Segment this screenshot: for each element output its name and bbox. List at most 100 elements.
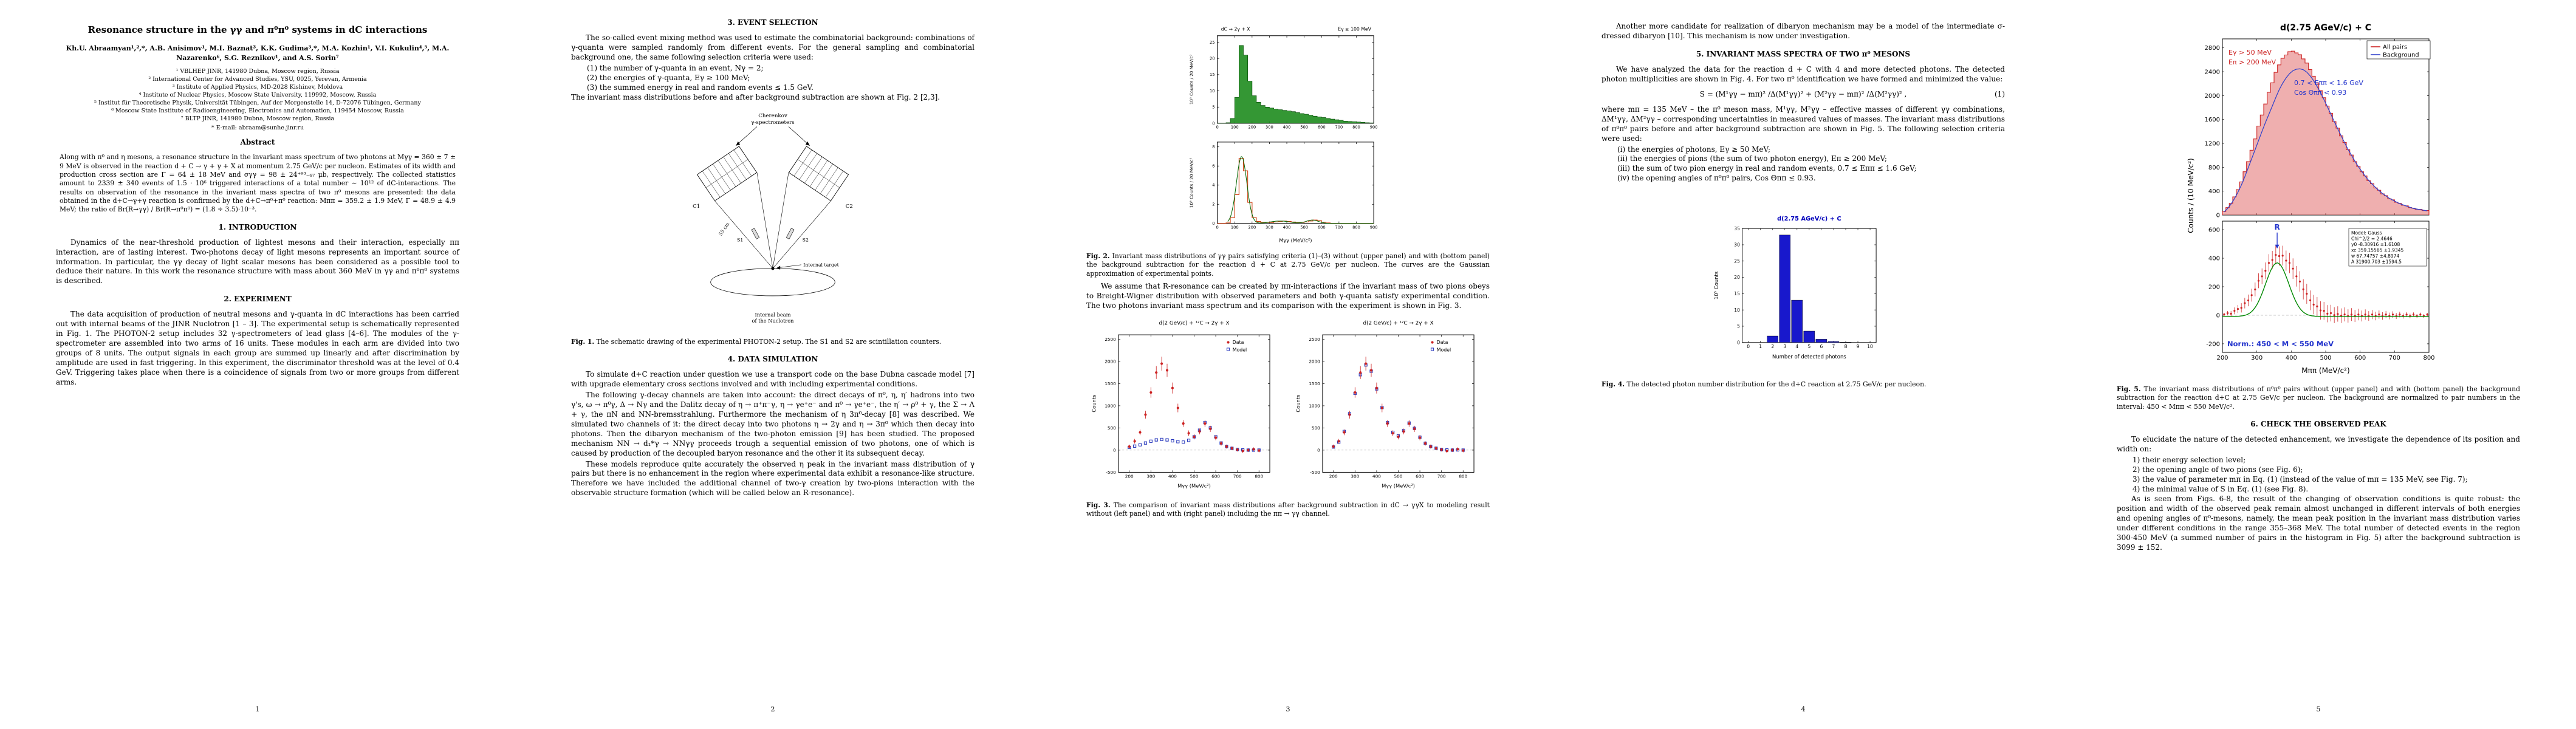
figure-4-label: Fig. 4. [1601, 380, 1625, 389]
svg-text:300: 300 [1266, 125, 1273, 130]
figure-3-right-chart: 200 300 400 500 600 700 800 -500 0 500 1000 1500 200… [1295, 320, 1475, 488]
affiliation-line: ³ Institute of Applied Physics, MD-2028 … [172, 84, 343, 91]
email-line: * E-mail: abraam@sunhe.jinr.ru [211, 124, 304, 131]
svg-text:Model: Gauss: Model: Gauss [2351, 230, 2382, 236]
svg-text:R: R [2274, 223, 2280, 231]
figure-3-label: Fig. 3. [1086, 501, 1111, 509]
page-1: Resonance structure in the γγ and π⁰π⁰ s… [0, 0, 515, 729]
svg-text:100: 100 [1231, 125, 1239, 130]
svg-text:500: 500 [1108, 425, 1116, 431]
selection-criterion: (2) the energies of γ-quanta, Eγ ≥ 100 M… [587, 73, 750, 82]
svg-text:10³ Counts / 20 MeV/c²: 10³ Counts / 20 MeV/c² [1188, 54, 1194, 104]
svg-text:1600: 1600 [2205, 117, 2220, 123]
svg-text:900: 900 [1370, 125, 1378, 130]
svg-text:600: 600 [2354, 355, 2366, 361]
svg-text:500: 500 [2320, 355, 2331, 361]
s2-counter [786, 227, 795, 239]
figure-3-caption: Fig. 3. The comparison of invariant mass… [1086, 501, 1490, 519]
svg-text:1500: 1500 [1105, 381, 1116, 386]
svg-text:d(2.75 AGeV/c) + C: d(2.75 AGeV/c) + C [1777, 216, 1841, 222]
page-number: 2 [770, 705, 775, 714]
figure-4-caption: Fig. 4. The detected photon number distr… [1601, 380, 2005, 389]
acceptance-line [772, 172, 789, 269]
svg-text:400: 400 [2208, 256, 2220, 262]
svg-text:Counts / (10 MeV/c²): Counts / (10 MeV/c²) [2187, 158, 2195, 233]
svg-text:d(2 GeV/c) + ¹²C → 2γ + X: d(2 GeV/c) + ¹²C → 2γ + X [1363, 320, 1433, 326]
svg-text:-500: -500 [1310, 470, 1320, 475]
equation-number: (1) [1995, 89, 2005, 98]
left-detector-arm [696, 145, 758, 201]
svg-text:Model: Model [1437, 347, 1451, 353]
svg-text:25: 25 [1734, 259, 1740, 264]
page-number: 1 [255, 705, 260, 714]
svg-text:400: 400 [2286, 355, 2297, 361]
figure-3-left-chart: 200 300 400 500 600 700 800 -500 0 500 1000 1500 200… [1091, 320, 1270, 488]
svg-text:2000: 2000 [2205, 93, 2220, 100]
svg-text:0: 0 [1747, 344, 1750, 350]
section-heading-event-selection: 3. EVENT SELECTION [727, 18, 818, 27]
svg-text:Mγγ (MeV/c²): Mγγ (MeV/c²) [1279, 238, 1312, 244]
paper-title: Resonance structure in the γγ and π⁰π⁰ s… [87, 24, 428, 35]
svg-text:Counts: Counts [1091, 395, 1097, 412]
paragraph: Dynamics of the near-threshold productio… [56, 238, 459, 286]
selection-criterion: (ii) the energies of pions (the sum of t… [1617, 154, 1887, 163]
s2-label: S2 [803, 237, 809, 242]
svg-text:300: 300 [1351, 474, 1359, 479]
section-heading-introduction: 1. INTRODUCTION [218, 222, 297, 231]
svg-text:0: 0 [1737, 340, 1740, 346]
svg-text:7: 7 [1832, 344, 1835, 350]
paragraph: The data acquisition of production of ne… [56, 310, 459, 387]
svg-text:0: 0 [1212, 221, 1214, 226]
paragraph: We assume that R-resonance can be create… [1086, 282, 1490, 310]
figure-5-caption-text: The invariant mass distributions of π⁰π⁰… [2117, 385, 2521, 411]
svg-text:Eγ ≥ 100 MeV: Eγ ≥ 100 MeV [1338, 27, 1371, 32]
arrowhead [805, 141, 810, 146]
arrowhead [776, 265, 781, 270]
figure-1-caption: Fig. 1. The schematic drawing of the exp… [571, 338, 975, 346]
svg-text:Data: Data [1437, 340, 1448, 345]
svg-text:1500: 1500 [1309, 381, 1320, 386]
svg-text:300: 300 [2251, 355, 2263, 361]
svg-text:900: 900 [1370, 225, 1378, 230]
svg-text:500: 500 [1190, 474, 1199, 479]
svg-text:400: 400 [1168, 474, 1177, 479]
svg-text:Counts: Counts [1295, 395, 1301, 412]
paragraph: As is seen from Figs. 6-8, the result of… [2117, 494, 2520, 552]
svg-text:20: 20 [1210, 56, 1215, 61]
paragraph: The following γ-decay channels are taken… [571, 390, 975, 457]
svg-text:800: 800 [1352, 125, 1360, 130]
acceptance-line [772, 200, 831, 269]
svg-text:Background: Background [2383, 52, 2419, 59]
svg-text:2: 2 [1212, 202, 1214, 207]
svg-text:4: 4 [1795, 344, 1798, 350]
page-4: Another more candidate for realization o… [1546, 0, 2061, 729]
svg-text:500: 500 [1300, 225, 1308, 230]
right-detector-arm [788, 145, 849, 201]
svg-text:600: 600 [1318, 225, 1326, 230]
svg-text:Model: Model [1233, 347, 1247, 353]
section-heading-experiment: 2. EXPERIMENT [224, 295, 292, 304]
svg-text:0.7 < Eππ < 1.6 GeV: 0.7 < Eππ < 1.6 GeV [2294, 79, 2363, 87]
svg-text:200: 200 [2208, 284, 2220, 291]
svg-text:Eπ > 200 MeV: Eπ > 200 MeV [2228, 58, 2276, 66]
target-pointer [776, 264, 801, 268]
selection-criterion: (1) the number of γ-quanta in an event, … [587, 63, 764, 72]
svg-text:5: 5 [1737, 324, 1740, 329]
figure-2-caption: Fig. 2. Invariant mass distributions of … [1086, 252, 1490, 278]
svg-text:2500: 2500 [1105, 337, 1116, 342]
figure-2-label: Fig. 2. [1086, 252, 1110, 260]
svg-text:100: 100 [1231, 225, 1239, 230]
svg-text:10³ Counts / 20 MeV/c²: 10³ Counts / 20 MeV/c² [1188, 157, 1194, 208]
paragraph: We have analyzed the data for the reacti… [1601, 64, 2005, 83]
figure-4-chart: 0 1 2 3 4 5 6 7 8 9 10 0 5 10 15 20 25 30 35 d(2.75 AGeV/c)… [1713, 216, 1877, 360]
page-number: 4 [1801, 705, 1806, 714]
s1-label: S1 [737, 237, 743, 242]
svg-text:200: 200 [1248, 225, 1256, 230]
svg-text:8: 8 [1212, 145, 1214, 149]
svg-text:2: 2 [1771, 344, 1774, 350]
svg-text:Mππ (MeV/c²): Mππ (MeV/c²) [2301, 366, 2349, 375]
svg-text:400: 400 [1372, 474, 1381, 479]
svg-text:600: 600 [1318, 125, 1326, 130]
svg-text:Data: Data [1233, 340, 1244, 345]
figure-3-caption-text: The comparison of invariant mass distrib… [1086, 501, 1490, 518]
